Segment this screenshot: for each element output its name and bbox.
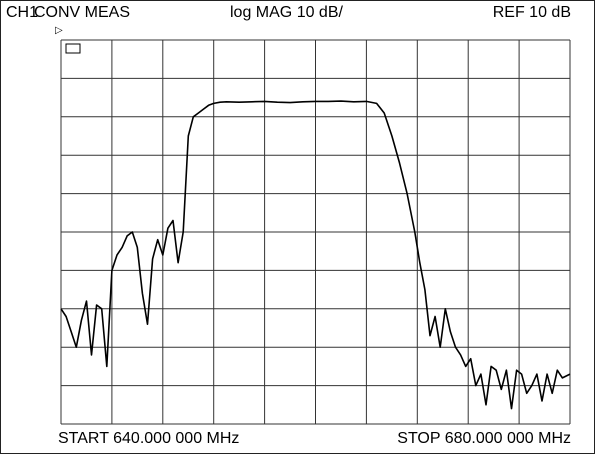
reference-label: REF 10 dB — [492, 4, 571, 21]
trace-line — [60, 100, 571, 410]
grid-lines — [60, 39, 571, 425]
reference-marker-icon: ▷ — [55, 25, 63, 36]
measurement-label: CONV MEAS — [34, 4, 131, 21]
start-frequency: START 640.000 000 MHz — [58, 430, 240, 447]
format-label: log MAG 10 dB/ — [230, 4, 343, 21]
stop-frequency: STOP 680.000 000 MHz — [397, 430, 571, 447]
channel-label: CH1 — [6, 4, 39, 21]
marker-box-icon — [65, 43, 81, 54]
